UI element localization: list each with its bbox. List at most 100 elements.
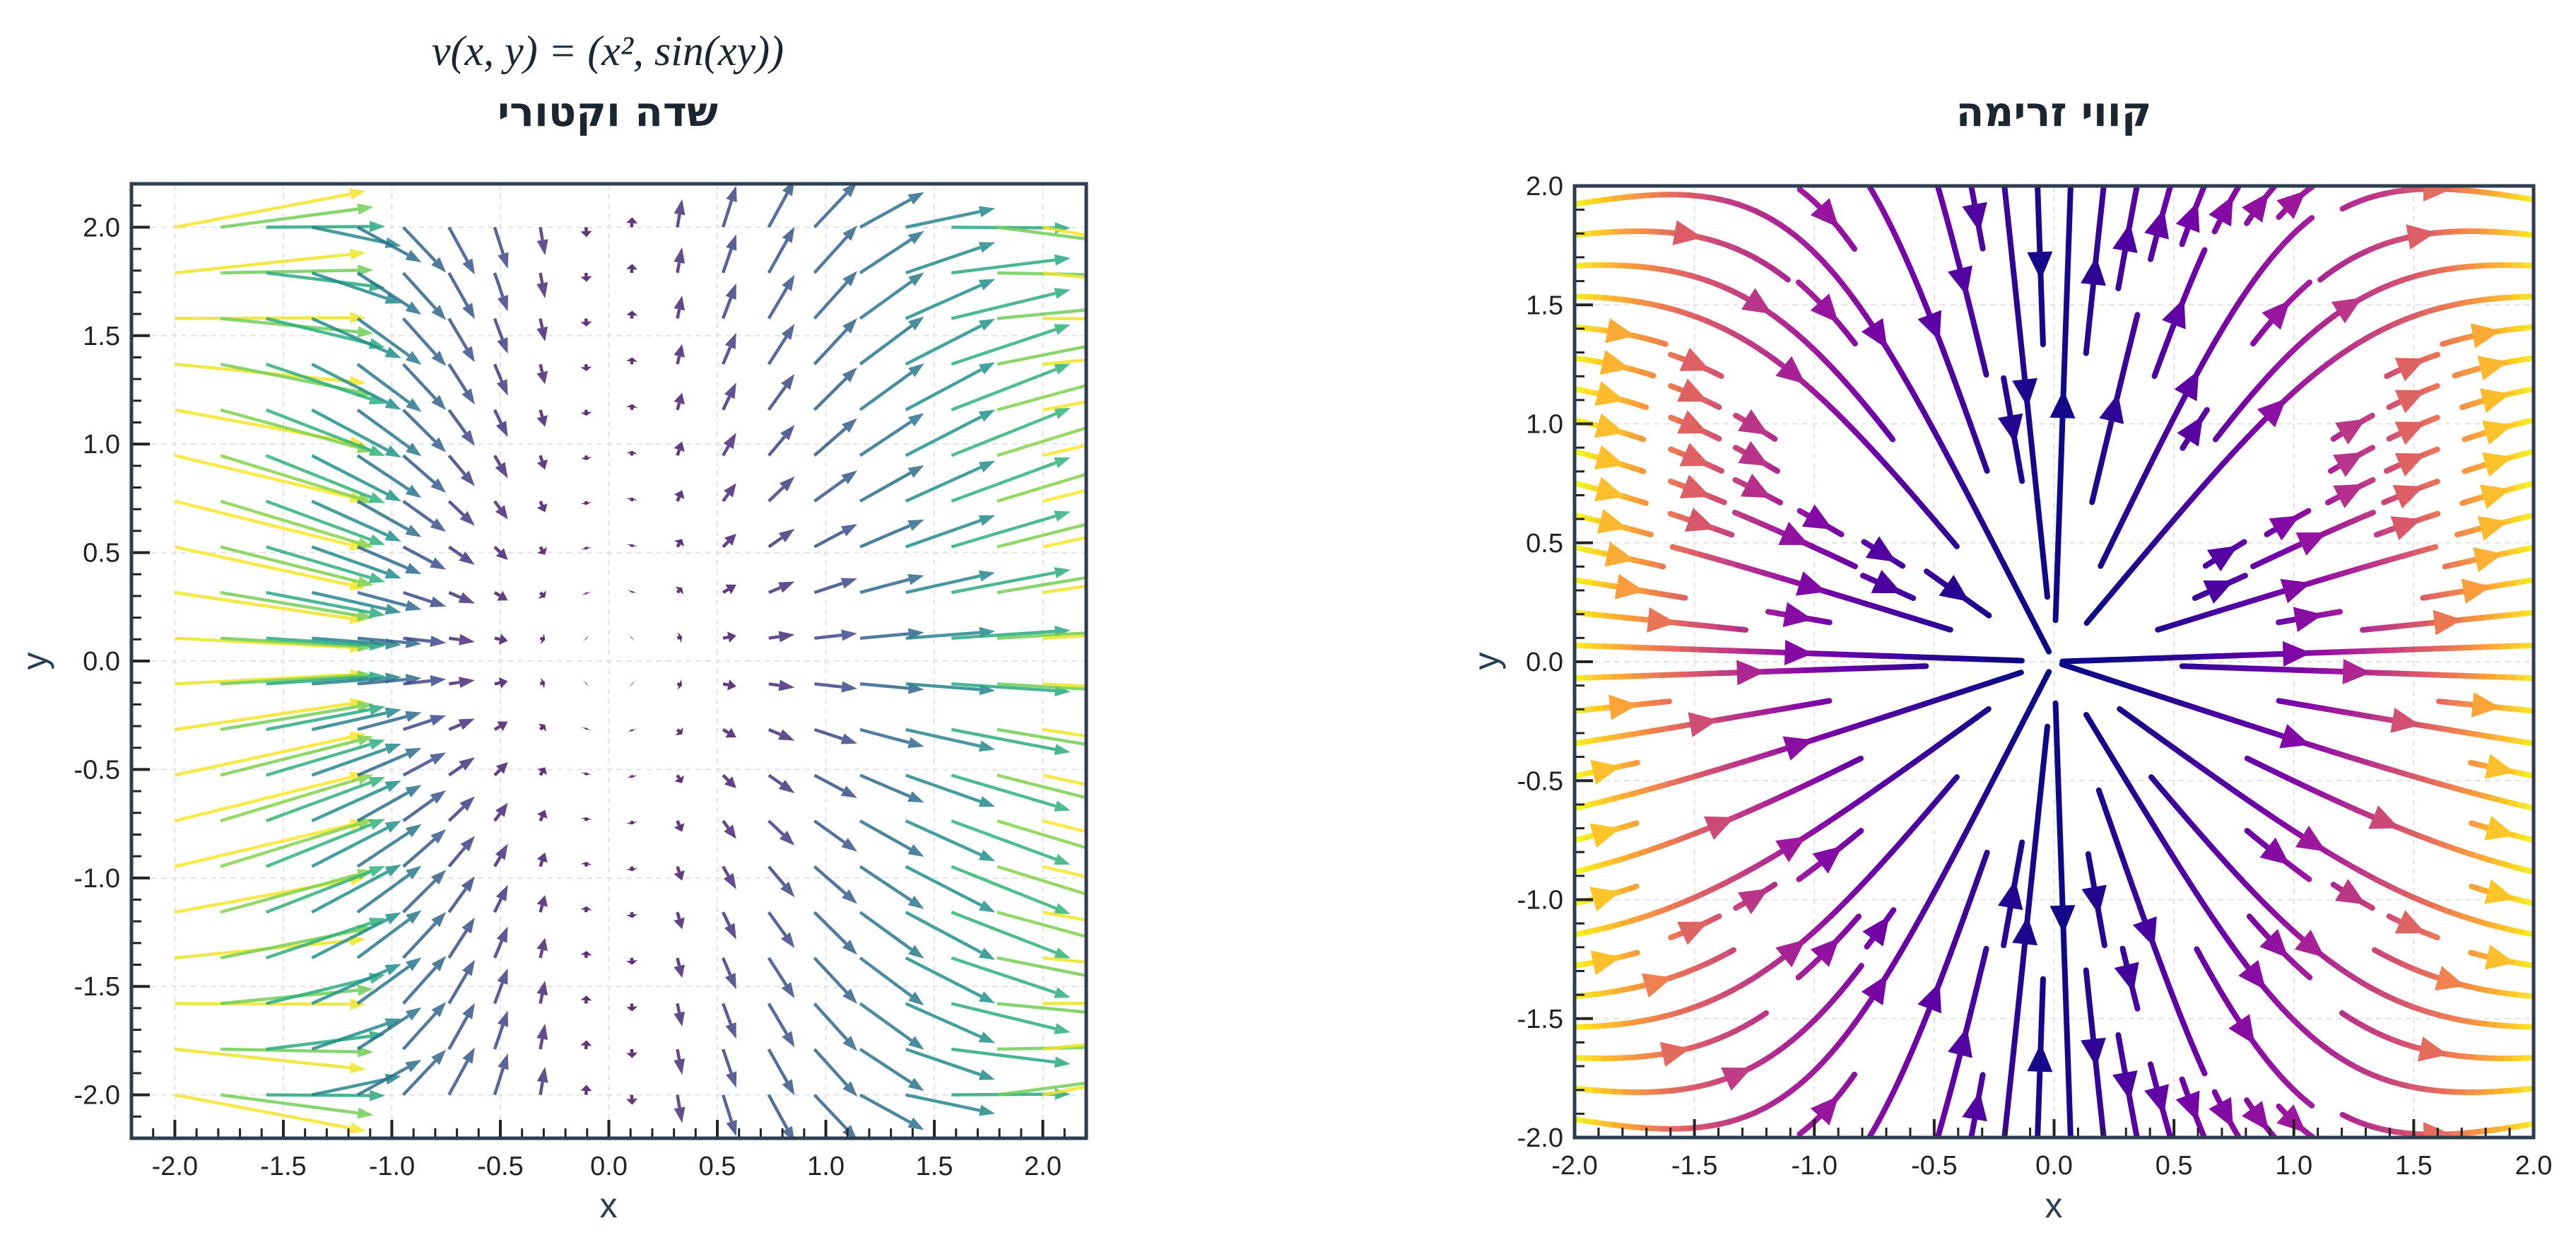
arrow-shaft: [951, 291, 1056, 320]
arrow-shaft: [1042, 584, 1086, 595]
quiver-arrow: [537, 767, 548, 776]
arrow-shaft: [311, 747, 387, 777]
streamline: [2440, 323, 2534, 349]
arrow-head: [459, 510, 475, 526]
streamline-arrow: [1738, 440, 1770, 467]
quiver-arrow: [767, 911, 795, 949]
streamline-arrow: [1736, 660, 1765, 686]
arrow-shaft: [859, 324, 913, 366]
arrow-head: [779, 477, 795, 492]
streamline: [2276, 698, 2534, 747]
streamline-segment: [2300, 968, 2313, 981]
streamline-segment: [1638, 467, 1647, 474]
arrow-head: [1134, 1041, 1150, 1052]
y-tick-label: -1.5: [74, 972, 120, 1002]
arrow-shaft: [356, 408, 411, 449]
arrow-head: [907, 895, 924, 909]
arrow-shaft: [220, 207, 358, 229]
arrow-head: [405, 563, 422, 575]
quiver-arrow: [767, 865, 795, 898]
streamline-segment: [1849, 1071, 1858, 1082]
arrow-shaft: [266, 590, 370, 614]
x-tick-label: -2.0: [152, 1152, 198, 1181]
quiver-arrow: [220, 264, 374, 276]
arrow-shaft: [401, 226, 437, 262]
arrow-shaft: [447, 363, 468, 392]
arrow-head: [356, 493, 374, 504]
arrow-shaft: [767, 192, 789, 228]
streamline-arrow: [1605, 317, 1635, 344]
streamline-arrow: [2484, 945, 2515, 970]
arrow-shaft: [767, 486, 785, 503]
streamline: [2371, 947, 2534, 1000]
quiver-arrow: [859, 465, 924, 503]
quiver-arrow: [767, 274, 795, 320]
arrow-shaft: [1042, 317, 1086, 321]
arrow-shaft: [722, 773, 730, 782]
arrow-shaft: [175, 316, 351, 320]
quiver-arrow: [626, 264, 638, 274]
arrow-shaft: [996, 308, 1086, 320]
arrow-head: [384, 346, 401, 358]
arrow-head: [842, 889, 858, 904]
arrow-shaft: [1042, 819, 1086, 834]
arrow-shaft: [493, 591, 501, 597]
streamline-arrow: [2112, 223, 2138, 253]
arrow-head: [350, 312, 366, 324]
quiver-arrow: [401, 956, 447, 1005]
arrow-shaft: [1042, 535, 1086, 549]
arrow-shaft: [813, 281, 848, 320]
quiver-arrow: [722, 631, 736, 643]
arrow-head: [1218, 372, 1234, 383]
streamline-arrow: [1594, 477, 1625, 502]
quiver-arrow: [721, 185, 737, 228]
streamline-segment: [1845, 560, 1858, 570]
quiver-arrow: [905, 409, 996, 457]
streamline: [2083, 712, 2534, 1095]
quiver-arrow: [493, 500, 508, 520]
streamline: [1575, 192, 2052, 655]
quiver-arrow: [905, 460, 996, 503]
quiver-arrow: [996, 865, 1086, 896]
quiver-arrow: [721, 1094, 737, 1137]
arrow-head: [580, 411, 592, 416]
streamline: [1962, 186, 1987, 252]
arrow-shaft: [951, 773, 1057, 808]
arrow-head: [1134, 367, 1150, 378]
arrow-head: [357, 203, 374, 215]
arrow-head: [1134, 454, 1150, 464]
streamline: [2339, 186, 2534, 212]
arrow-head: [357, 984, 374, 996]
arrow-shaft: [311, 711, 387, 732]
arrow-head: [626, 913, 638, 918]
arrow-head: [1134, 686, 1150, 698]
quiver-arrow: [311, 271, 401, 304]
arrow-shaft: [356, 363, 411, 404]
arrow-head: [497, 721, 508, 732]
arrow-shaft: [905, 210, 981, 229]
streamline: [2386, 414, 2440, 445]
arrow-shaft: [266, 636, 370, 647]
arrow-head: [580, 366, 592, 371]
quiver-arrow: [996, 773, 1086, 800]
quiver-arrow: [447, 500, 475, 526]
quiver-arrow: [494, 633, 508, 645]
arrow-head: [368, 534, 386, 545]
streamline-arrow: [1812, 846, 1843, 874]
arrow-shaft: [1042, 1085, 1086, 1097]
quiver-arrow: [402, 870, 447, 913]
arrow-shaft: [951, 629, 1055, 640]
quiver-arrow: [674, 1048, 686, 1075]
arrow-head: [384, 780, 401, 793]
arrow-head: [536, 370, 548, 385]
streamline-segment: [2301, 215, 2315, 227]
streamline-arrow: [1962, 1091, 1987, 1122]
arrow-shaft: [220, 269, 358, 275]
streamline-arrow: [2027, 1043, 2053, 1072]
quiver-arrow: [722, 957, 736, 990]
y-tick-label: -0.5: [1517, 766, 1563, 796]
arrow-head: [726, 1119, 737, 1137]
streamline-arrow: [2207, 545, 2238, 572]
streamline: [1575, 1010, 1770, 1067]
arrow-shaft: [996, 682, 1086, 691]
